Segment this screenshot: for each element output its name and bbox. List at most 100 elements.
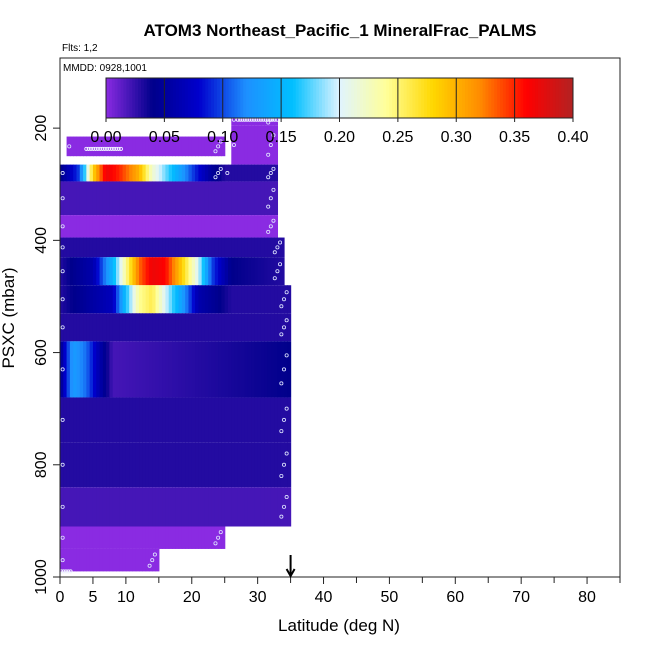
heatmap-cell xyxy=(119,136,124,157)
colorbar-segment xyxy=(470,78,475,118)
heatmap-cell xyxy=(86,164,91,182)
heatmap-cell xyxy=(260,257,265,286)
heatmap-cell xyxy=(155,526,160,549)
heatmap-cell xyxy=(96,397,101,443)
heatmap-cell xyxy=(148,136,153,157)
heatmap-cell xyxy=(63,237,68,258)
heatmap-cell xyxy=(112,257,117,286)
heatmap-cell xyxy=(188,397,193,443)
heatmap-cell xyxy=(66,181,71,216)
heatmap-cell xyxy=(73,341,78,398)
heatmap-cell xyxy=(228,285,232,314)
heatmap-cell xyxy=(264,164,269,182)
heatmap-cell xyxy=(142,237,147,258)
heatmap-cell xyxy=(73,164,78,182)
heatmap-cell xyxy=(148,341,153,398)
heatmap-cell xyxy=(102,257,107,286)
colorbar-segment xyxy=(138,78,142,118)
x-tick-label: 5 xyxy=(88,589,97,606)
heatmap-cell xyxy=(175,341,180,398)
heatmap-cell xyxy=(188,164,193,182)
colorbar-segment xyxy=(225,78,230,118)
heatmap-cell xyxy=(99,397,104,443)
colorbar-segment xyxy=(178,78,183,118)
heatmap-cell xyxy=(257,215,262,238)
colorbar-segment xyxy=(304,78,308,118)
sample-point xyxy=(91,146,96,151)
heatmap-cell xyxy=(254,215,259,238)
heatmap-cell xyxy=(122,215,127,238)
heatmap-cell xyxy=(228,215,232,238)
heatmap-cell xyxy=(139,285,143,314)
heatmap-cell xyxy=(145,487,150,527)
colorbar-segment xyxy=(357,78,361,118)
heatmap-cell xyxy=(142,257,147,286)
colorbar-tick-label: 0.25 xyxy=(382,129,413,146)
heatmap-cell xyxy=(145,341,150,398)
heatmap-cell xyxy=(224,313,229,342)
sample-point xyxy=(60,245,65,250)
sample-point xyxy=(281,417,286,422)
heatmap-cell xyxy=(152,257,157,286)
heatmap-cell xyxy=(264,397,269,443)
colorbar-segment xyxy=(181,78,186,118)
heatmap-cell xyxy=(185,136,190,157)
colorbar-segment xyxy=(362,78,367,118)
heatmap-cell xyxy=(208,164,213,182)
heatmap-cell xyxy=(270,285,275,314)
heatmap-cell xyxy=(201,341,206,398)
heatmap-cell xyxy=(198,285,203,314)
heatmap-cell xyxy=(247,313,252,342)
colorbar-segment xyxy=(456,78,460,118)
heatmap-cell xyxy=(218,257,223,286)
heatmap-cell xyxy=(251,181,255,216)
heatmap-cell xyxy=(260,164,265,182)
heatmap-cell xyxy=(66,487,71,527)
x-tick-label: 80 xyxy=(578,589,596,606)
heatmap-cell xyxy=(125,313,130,342)
heatmap-cell xyxy=(112,215,117,238)
heatmap-cell xyxy=(135,215,140,238)
heatmap-cell xyxy=(287,487,292,527)
heatmap-cell xyxy=(116,237,120,258)
colorbar-segment xyxy=(418,78,422,118)
sample-point xyxy=(284,353,289,358)
heatmap-cell xyxy=(165,526,170,549)
heatmap-cell xyxy=(73,442,78,488)
heatmap-cell xyxy=(152,341,157,398)
colorbar-segment xyxy=(184,78,189,118)
heatmap-cell xyxy=(260,215,265,238)
heatmap-cell xyxy=(214,442,219,488)
heatmap-cell xyxy=(86,136,91,157)
heatmap-cell xyxy=(60,164,64,182)
heatmap-cell xyxy=(99,136,104,157)
heatmap-cell xyxy=(132,257,137,286)
heatmap-cell xyxy=(112,397,117,443)
heatmap-cell xyxy=(162,285,167,314)
heatmap-cell xyxy=(83,136,87,157)
heatmap-cell xyxy=(221,487,226,527)
heatmap-cell xyxy=(69,181,74,216)
heatmap-cell xyxy=(148,257,153,286)
heatmap-cell xyxy=(244,164,249,182)
heatmap-cell xyxy=(241,181,246,216)
heatmap-cell xyxy=(231,114,236,126)
heatmap-cell xyxy=(195,136,199,157)
heatmap-cell xyxy=(188,487,193,527)
heatmap-cell xyxy=(204,397,209,443)
heatmap-cell xyxy=(92,548,97,572)
heatmap-cell xyxy=(122,341,127,398)
heatmap-cell xyxy=(231,285,236,314)
heatmap-cell xyxy=(247,125,252,165)
heatmap-cell xyxy=(264,181,269,216)
heatmap-cell xyxy=(204,526,209,549)
heatmap-cell xyxy=(129,548,134,572)
heatmap-cell xyxy=(175,285,180,314)
heatmap-cell xyxy=(181,164,186,182)
heatmap-cell xyxy=(86,526,91,549)
heatmap-cell xyxy=(231,257,236,286)
heatmap-cell xyxy=(142,313,147,342)
heatmap-cell xyxy=(257,341,262,398)
heatmap-cell xyxy=(214,397,219,443)
heatmap-cell xyxy=(188,257,193,286)
